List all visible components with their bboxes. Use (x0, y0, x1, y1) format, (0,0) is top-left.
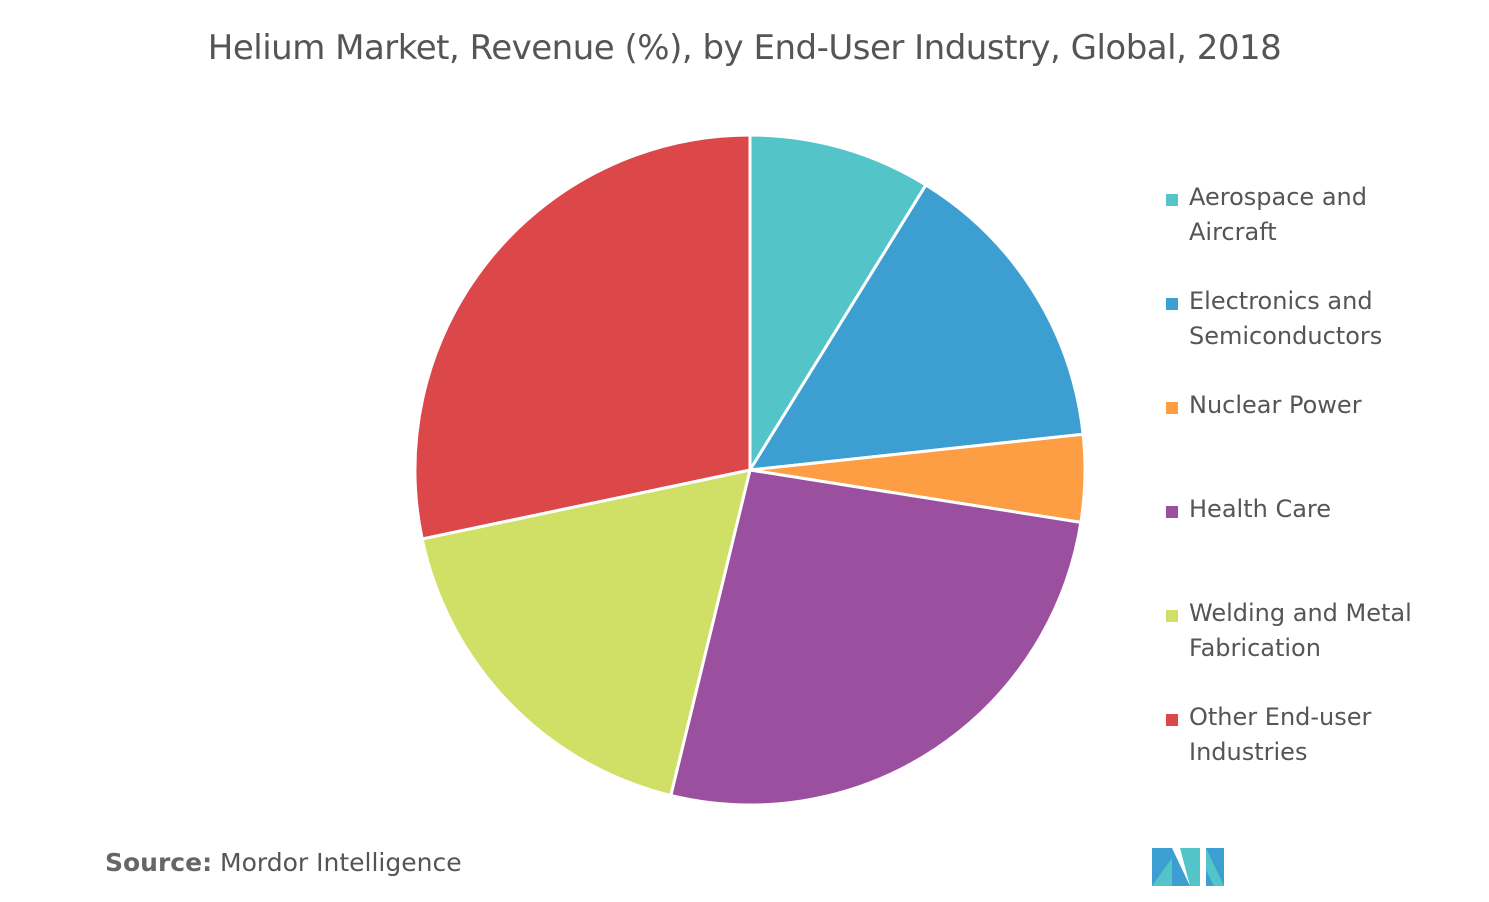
logo (1152, 848, 1224, 886)
legend-swatch (1166, 506, 1178, 518)
legend-swatch (1166, 402, 1178, 414)
source-text: Mordor Intelligence (220, 848, 462, 877)
legend-entry: Aerospace and Aircraft (1166, 180, 1476, 284)
legend-entry: Nuclear Power (1166, 388, 1476, 492)
legend-swatch (1166, 194, 1178, 206)
legend-entry: Health Care (1166, 492, 1476, 596)
legend-entry: Welding and Metal Fabrication (1166, 596, 1476, 700)
legend-label: Electronics and Semiconductors (1189, 287, 1383, 350)
legend-label: Nuclear Power (1189, 391, 1362, 419)
legend-label: Welding and Metal Fabrication (1189, 599, 1412, 662)
chart-title: Helium Market, Revenue (%), by End-User … (207, 28, 1282, 68)
legend-entry: Other End-user Industries (1166, 700, 1476, 804)
pie-slice (747, 182, 1085, 472)
legend-label: Aerospace and Aircraft (1189, 183, 1367, 246)
legend-entry: Electronics and Semiconductors (1166, 284, 1476, 388)
legend: Aerospace and Aircraft Electronics and Se… (1166, 180, 1476, 804)
source: Source: Mordor Intelligence (105, 848, 462, 877)
pie-slice (668, 468, 1083, 807)
legend-swatch (1166, 714, 1178, 726)
pie-slice (420, 468, 753, 798)
pie-slice (413, 133, 752, 541)
pie-slice (748, 133, 928, 476)
legend-label: Health Care (1189, 495, 1332, 523)
legend-swatch (1166, 298, 1178, 310)
legend-swatch (1166, 610, 1178, 622)
source-label: Source: (105, 848, 213, 877)
legend-label: Other End-user Industries (1189, 703, 1372, 766)
